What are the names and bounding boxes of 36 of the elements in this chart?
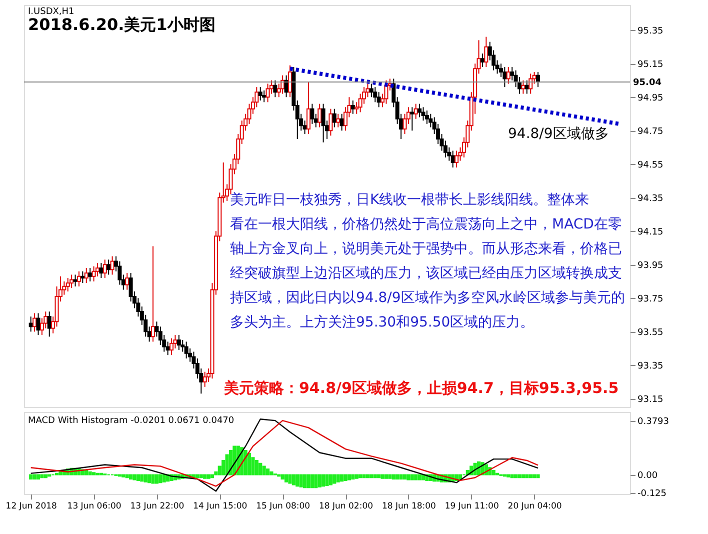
text: 2018.6.20.美元1小时图 bbox=[28, 15, 216, 34]
x-tick-label: 14 Jun 15:00 bbox=[193, 502, 248, 512]
x-tick-label: 19 Jun 11:00 bbox=[444, 502, 499, 512]
y-tick-label: -0.125 bbox=[638, 489, 667, 500]
annotation: 美元策略：94.8/9区域做多，止损94.7，目标95.3,95.5 bbox=[223, 379, 619, 397]
x-tick-label: 13 Jun 06:00 bbox=[67, 502, 122, 512]
annotation: 多头为主。上方关注95.30和95.50区域的压力。 bbox=[230, 314, 534, 330]
annotation: 94.8/9区域做多 bbox=[508, 126, 609, 142]
chart-subtitle: I.USDX,H1 bbox=[28, 7, 74, 17]
y-tick-label: 94.95 bbox=[638, 94, 664, 104]
annotation: 美元昨日一枝独秀，日K线收一根带长上影线阳线。整体来 bbox=[230, 192, 590, 208]
ref-line-label: 95.04 bbox=[633, 78, 662, 88]
y-tick-label: 93.35 bbox=[638, 362, 664, 372]
y-tick-label: 0.00 bbox=[638, 471, 658, 482]
y-tick-label: 94.75 bbox=[638, 127, 664, 138]
y-tick-label: 94.35 bbox=[638, 194, 664, 204]
y-tick-label: 93.15 bbox=[638, 395, 664, 406]
x-tick-label: 15 Jun 08:00 bbox=[256, 502, 310, 512]
x-tick-label: 12 Jun 2018 bbox=[6, 502, 57, 512]
y-tick-label: 95.35 bbox=[638, 26, 664, 37]
y-tick-label: 94.15 bbox=[638, 228, 664, 238]
annotation: 看在一根大阳线，价格仍然处于高位震荡向上之中，MACD在零 bbox=[230, 216, 622, 232]
y-tick-label: 95.15 bbox=[638, 60, 664, 70]
y-tick-label: 93.95 bbox=[638, 261, 664, 272]
y-tick-label: 0.3793 bbox=[638, 417, 669, 428]
x-tick-label: 18 Jun 02:00 bbox=[319, 502, 374, 512]
chart-title: MACD With Histogram -0.0201 0.0671 0.0470 bbox=[28, 416, 234, 426]
x-tick-label: 20 Jun 04:00 bbox=[508, 502, 562, 512]
annotation: 经突破旗型上边沿区域的压力，该区域已经由压力区域转换成支 bbox=[230, 266, 622, 282]
annotation: 持区域，因此日内以94.8/9区域作为多空风水岭区域参与美元的 bbox=[230, 290, 625, 306]
y-tick-label: 93.55 bbox=[638, 328, 664, 338]
y-tick-label: 93.75 bbox=[638, 294, 664, 305]
x-tick-label: 18 Jun 18:00 bbox=[382, 502, 436, 512]
y-tick-label: 94.55 bbox=[638, 160, 664, 171]
annotation: 轴上方金叉向上，说明美元处于强势中。而从形态来看，价格已 bbox=[230, 241, 622, 257]
x-tick-label: 13 Jun 22:00 bbox=[130, 502, 184, 512]
